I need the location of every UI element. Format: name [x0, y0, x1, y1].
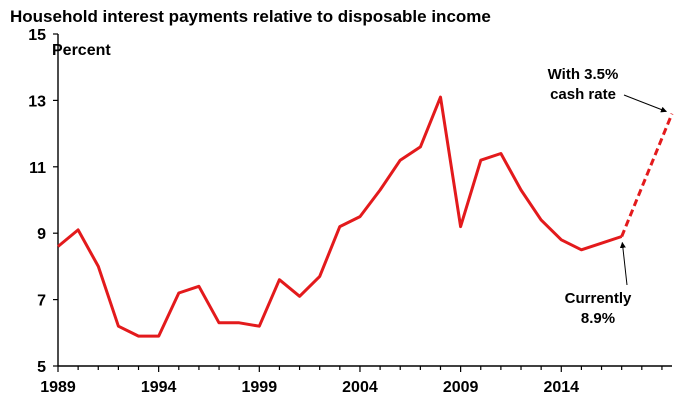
- x-tick-label: 2014: [543, 379, 579, 396]
- annotation-rate-line: cash rate: [550, 86, 616, 103]
- annotation-arrow-rate: [623, 94, 667, 113]
- annotation-current-line: 8.9%: [581, 310, 615, 327]
- x-tick-label: 1999: [242, 379, 278, 396]
- x-tick-label: 2004: [342, 379, 378, 396]
- chart-title: Household interest payments relative to …: [10, 7, 491, 26]
- history-line: [57, 95, 623, 338]
- y-tick-label: 9: [37, 226, 46, 243]
- annotation-arrow-current: [619, 241, 628, 286]
- y-tick-label: 7: [37, 293, 46, 310]
- annotation-rate-line: With 3.5%: [548, 66, 619, 83]
- y-tick-label: 13: [28, 93, 46, 110]
- projection-line: [620, 113, 674, 238]
- y-tick-label: 11: [29, 160, 46, 177]
- x-tick-label: 1989: [40, 379, 76, 396]
- y-tick-label: 5: [37, 359, 46, 376]
- x-tick-label: 1994: [141, 379, 177, 396]
- series-layer: [57, 95, 674, 338]
- x-tick-label: 2009: [443, 379, 479, 396]
- axes: [53, 33, 672, 372]
- y-tick-label: 15: [28, 27, 46, 44]
- annotation-current: Currently 8.9%: [565, 290, 632, 327]
- tick-labels: 5 7 9 11 13 15 1989 1994 1999 2004 2009 2014: [28, 27, 579, 396]
- annotation-current-line: Currently: [565, 290, 632, 307]
- annotation-rate: With 3.5% cash rate: [548, 66, 619, 103]
- y-axis-label: Percent: [52, 42, 111, 59]
- annotation-layer: With 3.5% cash rate Currently 8.9%: [548, 66, 667, 327]
